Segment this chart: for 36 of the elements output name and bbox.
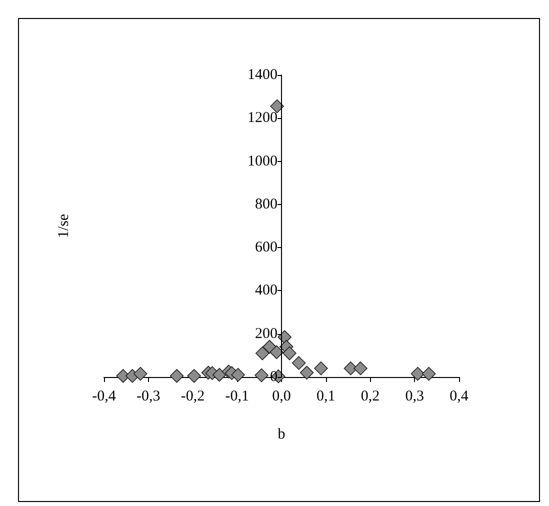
point	[170, 369, 184, 383]
x-tick-label: 0,0	[272, 388, 291, 404]
x-tick-label: 0,4	[450, 388, 469, 404]
y-tick-label: 400	[255, 282, 278, 299]
point	[314, 361, 328, 376]
point	[212, 368, 226, 382]
y-tick-label: 200	[255, 326, 278, 342]
x-tick-label: -0,2	[180, 388, 205, 404]
y-tick-label: 600	[255, 240, 278, 256]
point	[187, 369, 201, 383]
point	[116, 369, 130, 383]
point	[254, 368, 268, 382]
y-axis-title: 1/se	[56, 214, 72, 238]
point	[133, 366, 148, 381]
x-tick-label: 0,1	[316, 388, 336, 404]
x-tick-label: -0,4	[92, 388, 116, 404]
x-tick-label: 0,2	[360, 388, 380, 404]
x-tick-label: 0,3	[405, 388, 424, 404]
point	[410, 366, 425, 381]
y-tick-label: 800	[255, 196, 278, 212]
x-axis-title: b	[278, 426, 286, 442]
point	[270, 99, 284, 114]
x-tick-label: -0,3	[136, 388, 160, 404]
point	[300, 366, 314, 380]
point	[354, 361, 368, 376]
y-tick-label: 1000	[248, 153, 278, 170]
point	[292, 356, 306, 370]
point	[270, 345, 284, 360]
y-tick-label: 1400	[248, 67, 278, 83]
point	[422, 366, 436, 381]
y-tick-label: 1200	[248, 110, 278, 126]
point	[256, 346, 270, 360]
point	[231, 368, 245, 382]
point	[344, 361, 358, 376]
point	[282, 346, 296, 360]
x-tick-label: -0,1	[225, 388, 249, 404]
